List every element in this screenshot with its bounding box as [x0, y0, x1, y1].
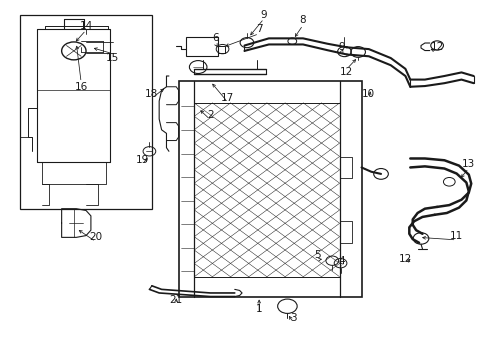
Bar	[178, 81, 361, 297]
Text: 2: 2	[206, 111, 213, 121]
Text: 12: 12	[429, 42, 443, 52]
Text: 13: 13	[461, 159, 474, 169]
Text: 21: 21	[169, 295, 183, 305]
Bar	[185, 37, 217, 56]
Bar	[20, 15, 152, 209]
Text: 7: 7	[255, 24, 262, 35]
Text: 15: 15	[106, 53, 119, 63]
Text: 12: 12	[398, 254, 411, 264]
Text: 18: 18	[145, 89, 158, 99]
Text: 12: 12	[340, 67, 353, 77]
Text: 8: 8	[299, 15, 305, 26]
Text: 20: 20	[89, 232, 102, 242]
Text: 5: 5	[314, 250, 320, 260]
Text: 14: 14	[79, 21, 92, 31]
Text: 9: 9	[260, 10, 267, 20]
Text: 3: 3	[289, 313, 296, 323]
Text: 6: 6	[211, 33, 218, 43]
Text: 19: 19	[135, 155, 148, 165]
Text: 11: 11	[449, 231, 462, 240]
Text: 10: 10	[362, 89, 375, 99]
Text: 17: 17	[221, 93, 234, 103]
Text: 4: 4	[338, 256, 345, 266]
Text: 1: 1	[255, 304, 262, 314]
Text: 16: 16	[74, 82, 87, 92]
Text: 9: 9	[338, 42, 345, 52]
